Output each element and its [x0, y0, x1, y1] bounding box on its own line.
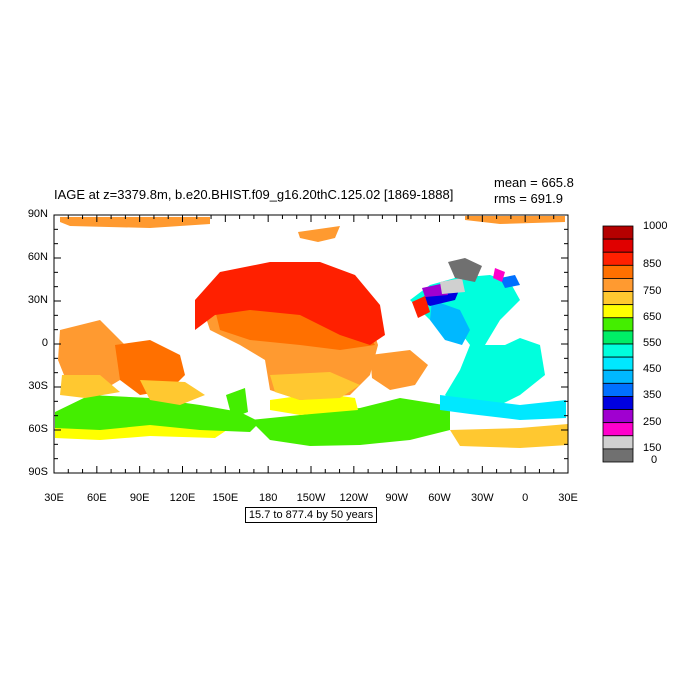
colorbar-swatch: [602, 304, 634, 319]
colorbar-label: 350: [643, 389, 662, 402]
iage-region-0: [60, 217, 210, 228]
iage-region-15: [270, 372, 360, 400]
y-tick-label: 30S: [28, 380, 48, 392]
iage-region-22: [500, 275, 520, 288]
x-tick-label: 90E: [129, 492, 150, 504]
colorbar-swatch: [602, 238, 634, 253]
iage-region-20: [430, 300, 470, 345]
iage-region-7: [226, 388, 248, 418]
iage-region-19: [440, 395, 566, 420]
colorbar-label: 150: [643, 441, 662, 454]
mean-value: mean = 665.8: [494, 175, 574, 190]
colorbar-label: 250: [643, 415, 662, 428]
x-tick-label: 120E: [169, 492, 196, 504]
y-tick-label: 60S: [28, 423, 48, 435]
iage-region-26: [448, 258, 482, 282]
colorbar-label: 650: [643, 310, 662, 323]
colorbar-swatch: [602, 278, 634, 292]
x-tick-label: 150W: [296, 492, 326, 504]
colorbar-label: 450: [643, 363, 662, 376]
x-tick-label: 60W: [428, 492, 451, 504]
colorbar-swatch: [602, 382, 634, 397]
colorbar-swatch: [602, 396, 634, 410]
colorbar-label: 850: [643, 258, 662, 271]
iage-region-12: [140, 380, 205, 405]
iage-region-1: [465, 216, 565, 224]
y-tick-label: 60N: [27, 251, 48, 263]
iage-region-5: [250, 398, 450, 446]
colorbar-swatch: [602, 422, 634, 437]
iage-region-24: [493, 268, 505, 282]
x-tick-label: 120W: [339, 492, 369, 504]
contour-range-label: 15.7 to 877.4 by 50 years: [245, 507, 377, 523]
y-tick-label: 30N: [27, 294, 48, 306]
x-tick-label: 180: [258, 492, 278, 504]
colorbar-swatch: [602, 356, 634, 371]
x-tick-label: 90W: [385, 492, 408, 504]
iage-region-25: [440, 278, 465, 294]
x-tick-label: 60E: [87, 492, 107, 504]
colorbar-swatch: [602, 369, 634, 384]
iage-region-10: [60, 375, 120, 398]
y-tick-label: 0: [41, 337, 48, 349]
iage-region-4: [55, 395, 260, 432]
x-tick-label: 30E: [558, 492, 578, 504]
x-tick-label: 30E: [44, 492, 64, 504]
rms-value: rms = 691.9: [494, 191, 564, 206]
y-tick-label: 90S: [28, 466, 48, 478]
y-tick-label: 90N: [27, 208, 48, 220]
colorbar-swatch: [602, 264, 634, 279]
colorbar-swatch: [602, 343, 634, 358]
iage-region-27: [412, 296, 430, 318]
iage-region-8: [450, 424, 568, 448]
iage-region-6: [270, 393, 358, 415]
iage-region-17: [370, 350, 428, 390]
colorbar-swatch: [602, 251, 634, 266]
map-ticks: [53, 214, 569, 474]
colorbar-swatch: [602, 317, 634, 332]
colorbar-swatch: [602, 409, 634, 424]
colorbar-label: 0: [651, 454, 658, 466]
colorbar-swatch: [602, 448, 634, 463]
colorbar-swatch: [602, 435, 634, 450]
colorbar-label: 550: [643, 337, 662, 349]
colorbar: [602, 225, 634, 463]
colorbar-swatch: [602, 330, 634, 345]
colorbar-swatch: [602, 291, 634, 306]
iage-field: [55, 216, 568, 448]
colorbar-label: 1000: [643, 220, 668, 232]
plot-title: IAGE at z=3379.8m, b.e20.BHIST.f09_g16.2…: [54, 187, 454, 202]
x-tick-label: 0: [522, 492, 529, 504]
colorbar-label: 750: [643, 284, 662, 297]
x-tick-label: 150E: [212, 492, 239, 504]
x-tick-label: 30W: [471, 492, 494, 504]
iage-region-16: [195, 262, 385, 345]
iage-region-2: [298, 226, 340, 242]
colorbar-swatch: [602, 225, 634, 240]
